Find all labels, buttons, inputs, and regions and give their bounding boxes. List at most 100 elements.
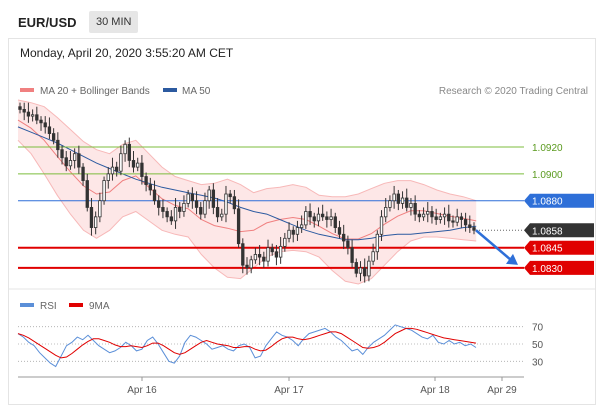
candle [312,212,316,228]
candle-body [266,247,270,262]
candle [291,226,295,243]
candle [308,203,312,225]
candle-body [325,216,329,220]
rsi-legend: RSI 9MA [20,301,110,312]
candle [51,128,56,145]
candle-body [270,247,274,253]
legend-rsi-label: RSI [40,301,57,312]
rsi-series-9MA [17,327,477,359]
rsi-series-RSI [17,324,477,368]
candle [421,207,426,221]
candle [325,211,329,228]
candle-body [358,267,363,274]
candle [434,208,438,225]
candle [165,207,169,223]
candle-body [278,245,283,258]
candle-body [346,240,350,249]
candle-body [459,216,464,220]
candle [102,176,106,205]
candle [270,243,274,256]
candle-body [321,213,325,218]
rsi-plot: 70 50 30 [17,323,544,368]
x-tick-label: Apr 16 [127,385,157,396]
candle-body [375,233,379,253]
candle-body [350,247,354,263]
candle [85,173,89,212]
candle [405,188,409,212]
candle [253,247,258,264]
candle-body [140,162,144,177]
candle-body [30,114,35,117]
candle-body [51,133,56,141]
projection-arrow-shaft [475,229,513,262]
level-label-1.0845: 1.0845 [532,244,563,255]
candle-body [287,229,291,239]
candle-body [26,111,31,117]
candle [236,199,241,248]
candle-body [245,264,249,269]
candle [455,208,459,227]
candle [430,206,434,224]
candle [119,145,123,176]
candle [98,192,102,223]
candle [47,117,52,139]
ma20-line [17,119,477,240]
bollinger-upper [17,99,477,202]
candle [321,204,325,221]
candle-body [396,193,400,204]
candle-body [426,211,430,215]
candle-body [379,216,384,235]
attribution: Research © 2020 Trading Central [439,86,588,97]
candle-body [199,207,203,215]
candle [245,257,249,275]
candle [472,222,476,235]
main-legend: MA 20 + Bollinger Bands MA 50 Research ©… [20,86,588,97]
candle-body [312,216,316,222]
candle-body [455,216,459,223]
candle-body [148,184,152,191]
candle [350,239,354,268]
candle [304,206,308,229]
candle-body [115,166,119,172]
candle [157,195,161,216]
timeframe-badge[interactable]: 30 MIN [89,11,139,33]
candle-body [447,213,451,222]
candle [203,192,207,219]
candle [249,255,253,274]
candle [64,151,68,172]
candle [447,204,451,228]
level-label-1.0920: 1.0920 [532,143,563,154]
candle [220,208,224,221]
candle-body [333,216,337,228]
candle-body [337,227,342,235]
candle [169,210,173,225]
candle-body [110,166,115,175]
candle [342,224,346,250]
candle-body [295,227,300,235]
level-tag-1.0830 [524,260,594,275]
candle-body [60,149,64,159]
candle [468,215,472,233]
candle [110,157,115,181]
legend-9ma-swatch [69,303,83,307]
datetime-label: Monday, April 20, 2020 3:55:20 AM CET [20,46,234,60]
candle-body [430,211,434,218]
candle [363,258,367,283]
x-axis: Apr 16 Apr 17 Apr 18 Apr 29 [18,376,524,396]
candle [199,202,203,220]
candle [409,198,413,216]
level-tag-1.0858 [524,223,594,238]
candle-body [434,216,438,220]
candle [22,102,26,121]
candle-body [329,216,333,220]
candle-body [35,114,39,121]
candle [375,230,379,260]
candle-body [241,243,245,266]
candle-body [211,189,216,208]
candle [278,236,283,264]
candle [194,191,199,215]
candle [30,109,35,122]
candle [144,172,148,192]
candle [207,185,211,209]
